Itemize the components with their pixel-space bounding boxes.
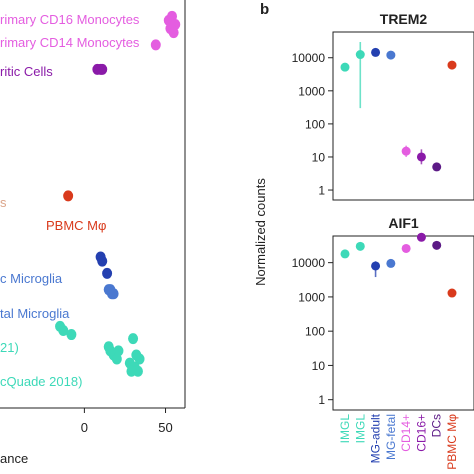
data-point [447,288,457,298]
data-point [355,241,365,251]
data-point [401,243,411,253]
panel-a-point [105,284,116,296]
panel-a-point [102,267,113,279]
panel-a-point [63,190,74,202]
category-label: MG-adult [369,413,383,463]
category-label: DCs [430,414,444,437]
shared-y-axis-label: Normalized counts [253,178,268,286]
panel-a-group-label: cQuade 2018) [0,374,82,389]
y-tick-label: 1000 [298,290,325,304]
panel-title: AIF1 [388,215,419,231]
panel-a-point [113,345,124,357]
panel-a-group-label: rimary CD14 Monocytes [0,35,140,50]
category-label: CD16+ [414,414,428,452]
data-point [416,152,426,162]
category-axis: IMGL IMGL MG-adult MG-fetal CD14+ CD16+ DCs PBM… [338,413,459,469]
category-label: PBMC Mφ [445,414,459,470]
y-tick-label: 10000 [292,256,326,270]
y-tick-label: 1 [318,393,325,407]
y-tick-label: 100 [305,117,325,131]
panel-a-point [58,324,69,336]
category-label: CD14+ [399,414,413,452]
data-point [401,146,411,156]
panel-a-x-tick-label: 50 [158,420,172,435]
panel-a-point [134,353,145,365]
data-point [355,50,365,60]
data-point [386,50,396,60]
y-tick-label: 10 [312,150,326,164]
y-tick-label: 1 [318,184,325,198]
panel-a-point [150,39,161,51]
panel-frame [332,31,474,201]
panel-a-point [168,27,179,39]
data-point [447,60,457,70]
panel-a-x-tick-label: 0 [81,420,88,435]
panel-a: 0 50 ance rimary CD16 Monocytes rimary CD14 … [0,0,186,466]
panel-a-group-label: s [0,195,7,210]
data-point [432,162,442,172]
panel-frame [332,235,474,411]
panel-a-x-axis-label: ance [0,451,28,466]
data-point [371,47,381,57]
panel-b-label: b [260,1,269,18]
category-label: IMGL [338,414,352,444]
panel-a-point [126,365,137,377]
panel-a-group-label: c Microglia [0,271,63,286]
y-tick-label: 100 [305,325,325,339]
y-tick-label: 10000 [292,51,326,65]
data-point [340,62,350,72]
panel-a-point [97,255,108,267]
category-label: MG-fetal [384,414,398,460]
data-point [340,249,350,259]
panel-a-point [66,329,77,341]
data-point [371,261,381,271]
category-label: IMGL [353,414,367,444]
panel-a-group-label: tal Microglia [0,306,70,321]
panel-a-group-label: PBMC Mφ [46,218,106,233]
panel-title: TREM2 [380,11,428,27]
data-point [416,232,426,242]
panel-a-group-label: ritic Cells [0,64,53,79]
panel-b-aif1: AIF1 1 10 100 1000 10000 [292,215,474,411]
panel-b-trem2: TREM2 1 10 100 1000 10000 [292,11,474,201]
panel-a-point [128,333,139,345]
panel-a-point [97,63,108,75]
y-tick-label: 1000 [298,84,325,98]
panel-a-point [105,345,116,357]
panel-a-group-label: rimary CD16 Monocytes [0,12,140,27]
data-point [386,258,396,268]
data-point [432,240,442,250]
panel-a-group-label: 21) [0,340,19,355]
y-tick-label: 10 [312,359,326,373]
